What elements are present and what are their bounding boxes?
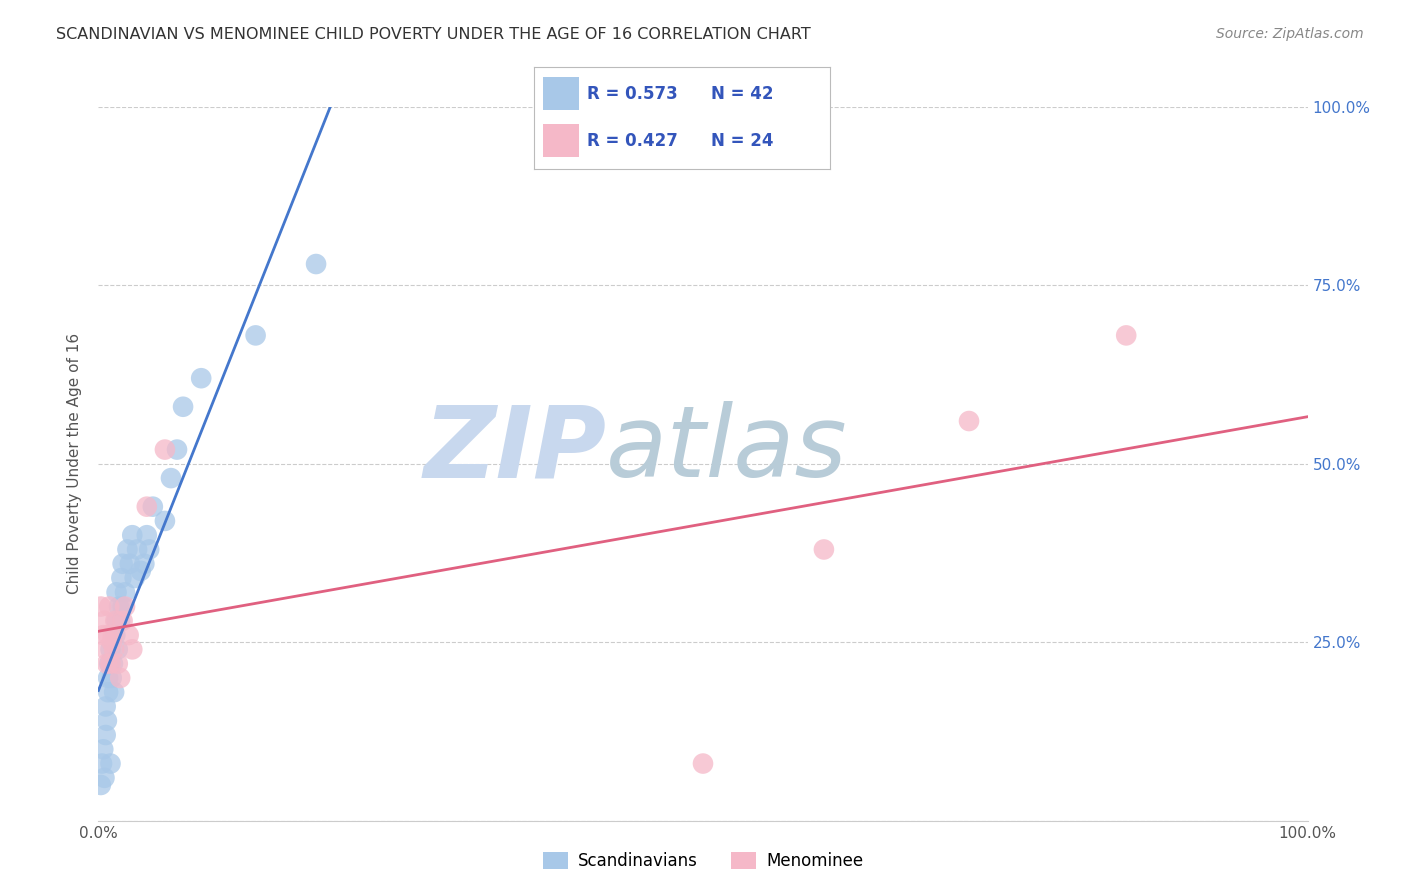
Text: N = 24: N = 24 [711,132,773,150]
Point [117,542,139,557]
FancyBboxPatch shape [543,124,579,157]
Point [129,564,152,578]
Point [91,628,114,642]
Point [111,614,134,628]
Point [121,528,143,542]
Point [100,635,122,649]
Point [305,257,328,271]
Point [97,628,120,642]
Point [96,714,118,728]
Text: R = 0.573: R = 0.573 [588,85,678,103]
Text: SCANDINAVIAN VS MENOMINEE CHILD POVERTY UNDER THE AGE OF 16 CORRELATION CHART: SCANDINAVIAN VS MENOMINEE CHILD POVERTY … [56,27,811,42]
Point [172,400,194,414]
Point [127,542,149,557]
Y-axis label: Child Poverty Under the Age of 16: Child Poverty Under the Age of 16 [67,334,83,594]
Point [108,614,131,628]
Point [138,542,160,557]
Point [111,599,134,614]
Point [135,528,157,542]
Point [1115,328,1137,343]
Point [105,614,128,628]
Point [110,571,132,585]
Point [957,414,980,428]
Point [90,599,112,614]
Point [135,500,157,514]
Point [245,328,267,343]
Point [160,471,183,485]
Point [101,657,124,671]
Point [108,671,131,685]
Point [692,756,714,771]
Point [94,642,117,657]
Point [813,542,835,557]
Point [111,557,134,571]
Point [104,628,127,642]
Point [153,514,176,528]
Point [97,685,120,699]
Point [118,557,141,571]
Point [94,728,117,742]
Legend: Scandinavians, Menominee: Scandinavians, Menominee [536,845,870,877]
Point [124,571,146,585]
Point [93,771,115,785]
Point [107,657,129,671]
Point [142,500,165,514]
Point [101,628,124,642]
Point [121,642,143,657]
Point [93,614,115,628]
Point [118,628,141,642]
Point [104,614,127,628]
Point [96,657,118,671]
Point [134,557,156,571]
Point [108,599,131,614]
Text: Source: ZipAtlas.com: Source: ZipAtlas.com [1216,27,1364,41]
Point [103,642,125,657]
Point [100,657,122,671]
Text: atlas: atlas [606,401,848,498]
FancyBboxPatch shape [543,78,579,110]
Point [94,699,117,714]
Point [98,599,121,614]
Text: N = 42: N = 42 [711,85,773,103]
Point [98,657,121,671]
Point [166,442,188,457]
Point [103,685,125,699]
Point [107,642,129,657]
Point [90,778,112,792]
Text: ZIP: ZIP [423,401,606,498]
Point [100,756,122,771]
Point [114,585,136,599]
Point [105,585,128,599]
Point [100,642,122,657]
Point [91,742,114,756]
Point [97,671,120,685]
Point [91,756,114,771]
Point [100,671,122,685]
Text: R = 0.427: R = 0.427 [588,132,678,150]
Point [153,442,176,457]
Point [114,599,136,614]
Point [190,371,212,385]
